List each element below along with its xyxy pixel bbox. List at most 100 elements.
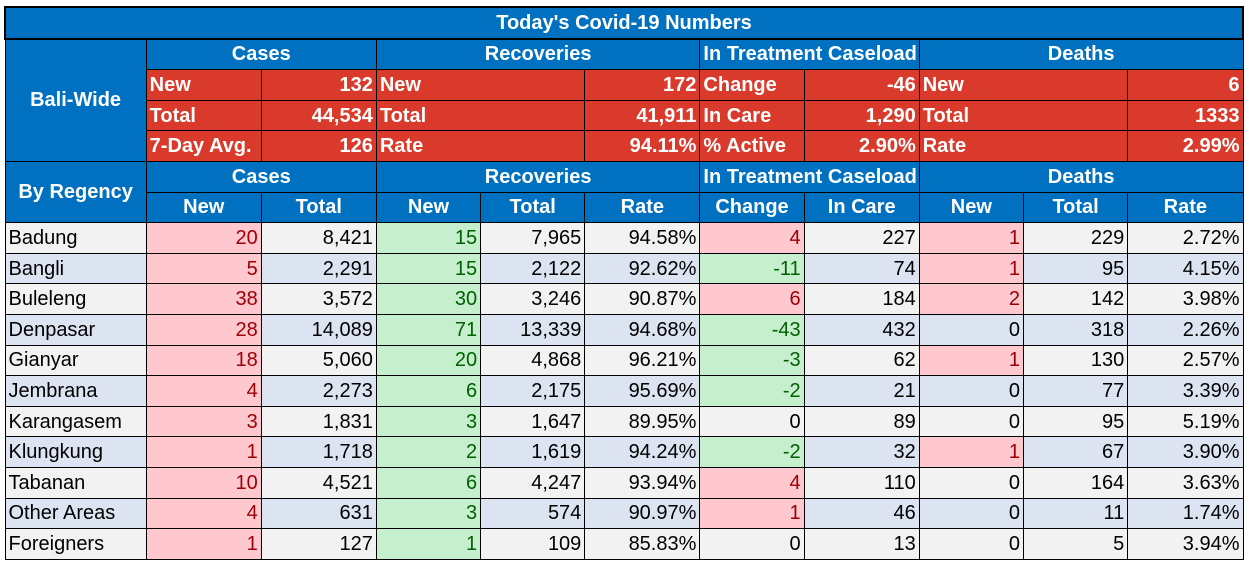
deaths-total-cell: 77: [1022, 375, 1129, 407]
recoveries-total-cell: 574: [480, 497, 586, 530]
cases-new-cell: 1: [145, 528, 262, 560]
recoveries-total-cell: 3,246: [480, 283, 586, 315]
cases-total-cell: 631: [260, 497, 377, 530]
table-row: Badung 20 8,421 15 7,965 94.58% 4 227 1 229 2.72%: [4, 222, 1244, 254]
treatment-change-cell: 4: [699, 466, 805, 499]
table-row: Bangli 5 2,291 15 2,122 92.62% -11 74 1 95 4.15%: [4, 252, 1244, 285]
bali-group-header-row: Bali-Wide Cases Recoveries In Treatment …: [4, 38, 1244, 162]
deaths-new-cell: 1: [918, 222, 1024, 254]
regency-name: Bangli: [4, 252, 147, 285]
recoveries-rate-cell: 96.21%: [584, 344, 701, 377]
column-header: Rate: [584, 191, 701, 224]
cases-total-cell: 8,421: [260, 222, 377, 254]
summary-value: 132: [260, 69, 377, 101]
summary-value: 172: [584, 69, 701, 101]
summary-value: -46: [803, 69, 920, 101]
treatment-care-cell: 21: [803, 375, 920, 407]
recoveries-new-cell: 3: [375, 497, 482, 530]
treatment-care-cell: 46: [803, 497, 920, 530]
table-row: Gianyar 18 5,060 20 4,868 96.21% -3 62 1 130 2.57%: [4, 344, 1244, 377]
regency-name: Tabanan: [4, 466, 147, 499]
recoveries-total-cell: 2,175: [480, 375, 586, 407]
recoveries-total-cell: 1,619: [480, 436, 586, 468]
treatment-care-cell: 432: [803, 313, 920, 346]
summary-label: Total: [918, 99, 1129, 132]
column-header: In Care: [803, 191, 920, 224]
cases-total-cell: 127: [260, 528, 377, 560]
summary-value: 2.90%: [803, 130, 920, 162]
treatment-care-cell: 32: [803, 436, 920, 468]
recoveries-total-cell: 109: [480, 528, 586, 560]
recoveries-new-cell: 1: [375, 528, 482, 560]
summary-value: 2.99%: [1127, 130, 1244, 162]
treatment-change-cell: -2: [699, 375, 805, 407]
deaths-new-cell: 0: [918, 405, 1024, 438]
treatment-care-cell: 13: [803, 528, 920, 560]
column-header: Total: [480, 191, 586, 224]
summary-label: In Care: [699, 99, 805, 132]
deaths-rate-cell: 3.39%: [1127, 375, 1244, 407]
recoveries-new-cell: 15: [375, 222, 482, 254]
summary-value: 41,911: [584, 99, 701, 132]
summary-value: 126: [260, 130, 377, 162]
summary-label: % Active: [699, 130, 805, 162]
deaths-rate-cell: 3.90%: [1127, 436, 1244, 468]
cases-total-cell: 2,273: [260, 375, 377, 407]
cases-total-cell: 2,291: [260, 252, 377, 285]
recoveries-rate-cell: 93.94%: [584, 466, 701, 499]
cases-total-cell: 4,521: [260, 466, 377, 499]
summary-label: Total: [375, 99, 586, 132]
recoveries-rate-cell: 92.62%: [584, 252, 701, 285]
deaths-rate-cell: 3.98%: [1127, 283, 1244, 315]
summary-value: 94.11%: [584, 130, 701, 162]
recoveries-rate-cell: 89.95%: [584, 405, 701, 438]
treatment-change-cell: 1: [699, 497, 805, 530]
recoveries-new-cell: 6: [375, 375, 482, 407]
bali-summary-row: New 132 New 172 Change -46 New 6: [5, 69, 1244, 101]
cases-new-cell: 4: [145, 497, 262, 530]
treatment-care-cell: 110: [803, 466, 920, 499]
treatment-change-cell: -11: [699, 252, 805, 285]
group-treatment: In Treatment Caseload: [699, 38, 920, 71]
deaths-new-cell: 1: [918, 436, 1024, 468]
recoveries-new-cell: 6: [375, 466, 482, 499]
table-row: Denpasar 28 14,089 71 13,339 94.68% -43 432 0 318…: [4, 313, 1244, 346]
deaths-total-cell: 130: [1022, 344, 1129, 377]
recoveries-rate-cell: 85.83%: [584, 528, 701, 560]
cases-new-cell: 5: [145, 252, 262, 285]
treatment-change-cell: 0: [699, 405, 805, 438]
cases-new-cell: 28: [145, 313, 262, 346]
deaths-total-cell: 164: [1022, 466, 1129, 499]
treatment-care-cell: 74: [803, 252, 920, 285]
recoveries-total-cell: 4,868: [480, 344, 586, 377]
recoveries-total-cell: 13,339: [480, 313, 586, 346]
by-regency-section: By Regency Cases Recoveries In Treatment…: [4, 160, 1244, 560]
deaths-rate-cell: 4.15%: [1127, 252, 1244, 285]
recoveries-new-cell: 20: [375, 344, 482, 377]
cases-total-cell: 5,060: [260, 344, 377, 377]
deaths-rate-cell: 2.72%: [1127, 222, 1244, 254]
column-header: New: [375, 191, 482, 224]
table-row: Other Areas 4 631 3 574 90.97% 1 46 0 11 1.74%: [4, 497, 1244, 530]
group-deaths: Deaths: [918, 160, 1244, 193]
title-row: Today's Covid-19 Numbers: [4, 6, 1244, 40]
deaths-new-cell: 0: [918, 466, 1024, 499]
cases-new-cell: 38: [145, 283, 262, 315]
by-regency-label: By Regency: [4, 160, 147, 224]
summary-label: New: [375, 69, 586, 101]
summary-label: Rate: [375, 130, 586, 162]
deaths-rate-cell: 2.26%: [1127, 313, 1244, 346]
table-row: Foreigners 1 127 1 109 85.83% 0 13 0 5 3.94%: [4, 528, 1244, 560]
covid-table: Today's Covid-19 Numbers Bali-Wide Cases…: [4, 6, 1244, 560]
bali-wide-section: Bali-Wide Cases Recoveries In Treatment …: [4, 38, 1244, 162]
table-row: Buleleng 38 3,572 30 3,246 90.87% 6 184 2 142 3.98…: [4, 283, 1244, 315]
deaths-total-cell: 229: [1022, 222, 1129, 254]
treatment-change-cell: -3: [699, 344, 805, 377]
table-title: Today's Covid-19 Numbers: [4, 6, 1244, 40]
regency-name: Badung: [4, 222, 147, 254]
regency-name: Jembrana: [4, 375, 147, 407]
summary-label: Total: [145, 99, 262, 132]
deaths-new-cell: 0: [918, 313, 1024, 346]
recoveries-rate-cell: 94.24%: [584, 436, 701, 468]
deaths-total-cell: 95: [1022, 405, 1129, 438]
